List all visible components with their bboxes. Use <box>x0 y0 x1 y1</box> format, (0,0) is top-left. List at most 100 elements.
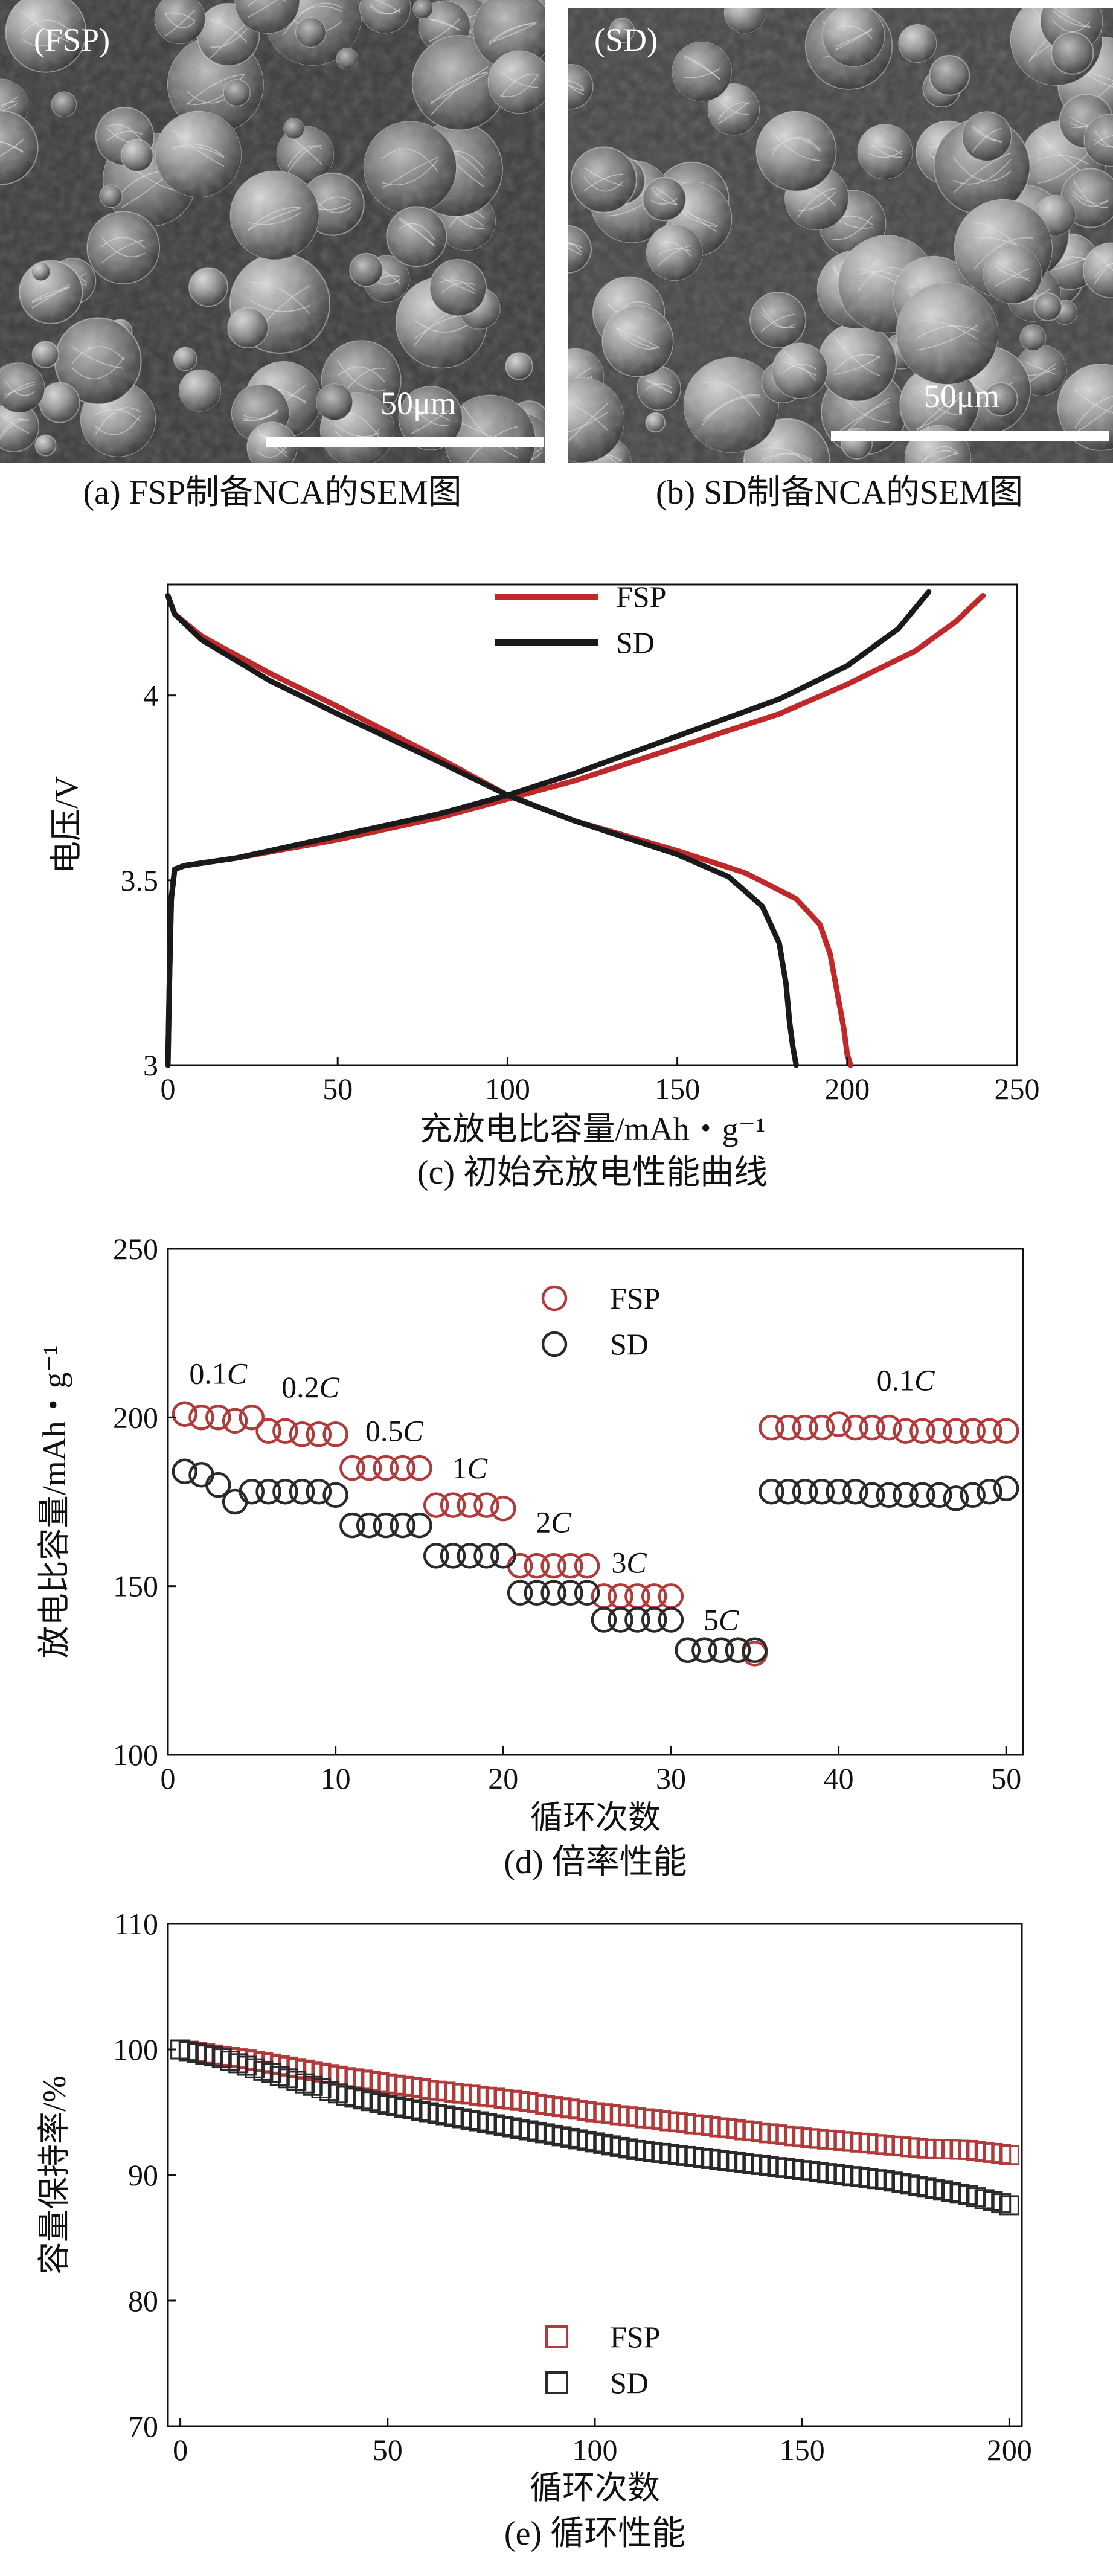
legend-label-sd: SD <box>610 2366 649 2400</box>
point-fsp <box>524 1552 550 1579</box>
y-tick-label: 200 <box>113 1400 158 1434</box>
caption-sem-sd: (b) SD制备NCA的SEM图 <box>656 474 1023 511</box>
point-sd <box>540 1580 566 1606</box>
point-sd <box>775 1478 801 1505</box>
point-sd <box>339 1512 365 1539</box>
point-sd <box>289 1478 315 1505</box>
sem-label-sd: (SD) <box>594 22 658 58</box>
point-fsp <box>239 1405 265 1431</box>
series-line-fsp-discharge <box>165 592 853 1068</box>
point-sd <box>792 1478 818 1505</box>
point-sd <box>507 1580 533 1606</box>
point-fsp <box>826 1411 852 1437</box>
y-tick-label: 70 <box>128 2409 158 2443</box>
point-sd <box>172 1458 198 1484</box>
x-tick-label: 10 <box>321 1761 351 1795</box>
point-sd <box>205 1472 231 1498</box>
point-fsp <box>977 1418 1002 1444</box>
point-sd <box>272 1478 298 1505</box>
point-fsp <box>574 1552 600 1579</box>
series-line-fsp-charge <box>165 592 986 1068</box>
legend-label-fsp: FSP <box>610 2320 660 2354</box>
legend-label-fsp: FSP <box>610 1281 660 1315</box>
legend-label-sd: SD <box>610 1327 649 1361</box>
point-fsp <box>322 1421 348 1447</box>
series-line-sd-discharge <box>165 592 799 1068</box>
y-tick-label: 3 <box>143 1048 158 1082</box>
point-sd <box>322 1482 348 1508</box>
point-sd <box>977 1478 1002 1505</box>
point-sd <box>490 1543 516 1569</box>
point-sd <box>999 2195 1019 2216</box>
x-tick-label: 100 <box>573 2433 618 2467</box>
point-sd <box>406 1512 432 1539</box>
point-fsp <box>960 1418 986 1444</box>
point-sd <box>876 1482 902 1508</box>
point-sd <box>759 1478 784 1505</box>
point-sd <box>255 1478 281 1505</box>
point-sd <box>809 1478 835 1505</box>
rate-annotation: 0.1C <box>189 1357 248 1391</box>
point-fsp <box>356 1455 382 1481</box>
x-tick-label: 200 <box>987 2433 1032 2467</box>
x-tick-label: 150 <box>780 2433 825 2467</box>
y-axis-label: 容量保持率/% <box>36 2075 72 2275</box>
x-tick-label: 0 <box>161 1761 176 1795</box>
legend-marker-fsp <box>541 1285 568 1312</box>
chart-cycle-performance: 0 50 100 150 200 70 80 90 100 110 循环次数 容量保持率/% (e) 循… <box>36 1907 1032 2552</box>
point-fsp <box>540 1552 566 1579</box>
point-fsp <box>557 1552 583 1579</box>
caption-sem-fsp: (a) FSP制备NCA的SEM图 <box>83 474 462 511</box>
point-fsp <box>792 1414 818 1441</box>
y-tick-label: 4 <box>143 679 158 713</box>
point-fsp <box>390 1455 415 1481</box>
point-sd <box>390 1512 415 1539</box>
point-sd <box>859 1482 885 1508</box>
y-tick-label: 250 <box>113 1232 158 1266</box>
legend-label-sd: SD <box>616 626 655 659</box>
sem-image-sd <box>568 8 1113 463</box>
rate-annotation: 3C <box>611 1545 647 1579</box>
point-fsp <box>205 1405 231 1431</box>
y-tick-label: 100 <box>113 2033 158 2066</box>
rate-annotation: 1C <box>452 1451 488 1485</box>
plot-frame <box>167 583 1018 1066</box>
point-fsp <box>759 1414 784 1441</box>
rate-annotation: 0.2C <box>281 1370 340 1404</box>
point-fsp <box>457 1492 483 1518</box>
legend-marker-sd <box>545 2371 568 2394</box>
legend-marker-sd <box>541 1331 568 1357</box>
point-fsp <box>893 1418 919 1444</box>
point-sd <box>675 1637 701 1664</box>
point-sd <box>373 1512 399 1539</box>
chart-caption: (e) 循环性能 <box>504 2515 685 2552</box>
x-tick-label: 100 <box>485 1072 530 1106</box>
point-fsp <box>289 1421 315 1447</box>
y-tick-label: 110 <box>114 1907 158 1941</box>
point-fsp <box>909 1418 935 1444</box>
y-axis-label: 放电比容量/mAh・g⁻¹ <box>36 1345 72 1659</box>
sem-label-fsp: (FSP) <box>34 22 110 58</box>
point-fsp <box>406 1455 432 1481</box>
y-tick-label: 3.5 <box>121 863 159 897</box>
point-fsp <box>993 1418 1019 1444</box>
point-sd <box>893 1482 919 1508</box>
point-sd <box>926 1482 952 1508</box>
point-sd <box>826 1478 852 1505</box>
x-axis-label: 循环次数 <box>530 2470 660 2506</box>
point-fsp <box>306 1421 332 1447</box>
point-fsp <box>172 1401 198 1427</box>
x-axis-label: 充放电比容量/mAh・g⁻¹ <box>420 1111 766 1147</box>
point-sd <box>842 1478 868 1505</box>
plot-frame <box>167 1248 1024 1756</box>
scale-bar <box>266 437 544 447</box>
point-fsp <box>809 1414 835 1441</box>
x-tick-label: 40 <box>824 1761 854 1795</box>
y-tick-label: 100 <box>113 1738 158 1772</box>
y-tick-label: 80 <box>128 2284 158 2318</box>
point-fsp <box>926 1418 952 1444</box>
rate-annotation: 0.5C <box>365 1414 424 1447</box>
point-sd <box>222 1488 248 1515</box>
point-sd <box>423 1543 449 1569</box>
